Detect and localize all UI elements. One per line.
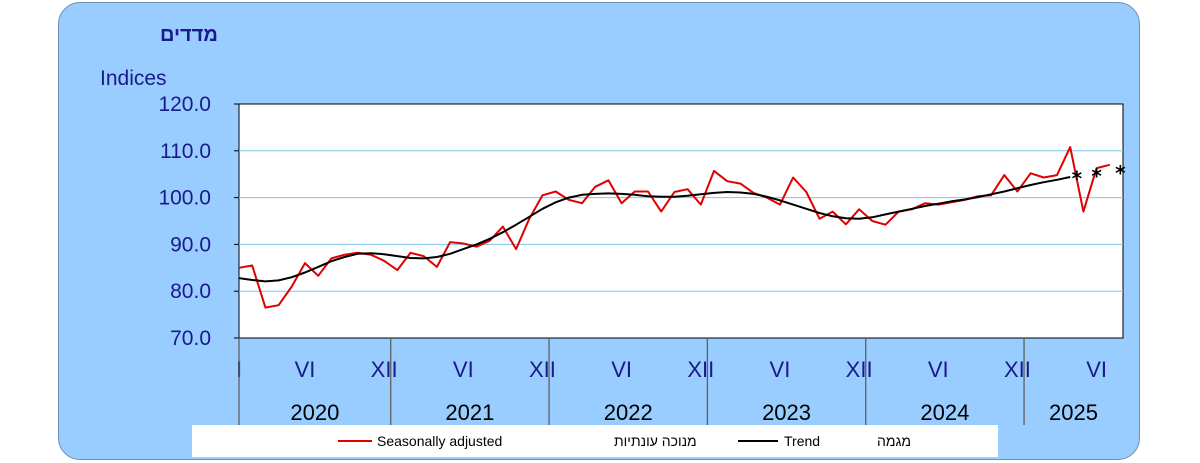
legend-label-trend-he: מגמה: [877, 433, 911, 449]
trend-provisional-mark: ⁎: [1091, 160, 1102, 182]
x-tick-label: XII: [529, 357, 556, 382]
year-label: 2023: [762, 400, 811, 425]
year-label: 2020: [290, 400, 339, 425]
legend-label-trend: Trend: [784, 433, 820, 449]
x-tick-label: XII: [687, 357, 714, 382]
x-tick-label: VI: [453, 357, 474, 382]
y-tick-label: 100.0: [158, 187, 211, 210]
year-label: 2022: [604, 400, 653, 425]
x-tick-label: VI: [611, 357, 632, 382]
x-tick-label: VI: [295, 357, 316, 382]
x-tick-label: VI: [1086, 357, 1107, 382]
year-label: 2021: [445, 400, 494, 425]
legend: Seasonally adjusted מנוכה עונתיות Trend …: [192, 425, 998, 457]
y-tick-label: 90.0: [170, 233, 211, 256]
x-tick-label: VI: [770, 357, 791, 382]
y-tick-label: 70.0: [170, 327, 211, 350]
legend-label-seasonally-adjusted: Seasonally adjusted: [377, 433, 502, 449]
series-line-trend: [238, 176, 1071, 283]
x-tick-label: VI: [928, 357, 949, 382]
legend-label-seasonally-adjusted-he: מנוכה עונתיות: [614, 433, 697, 449]
x-tick-label: XII: [846, 357, 873, 382]
y-tick-label: 80.0: [170, 280, 211, 303]
trend-provisional-mark: ⁎: [1072, 163, 1083, 185]
legend-box: [192, 425, 998, 457]
y-tick-label: 120.0: [158, 93, 211, 116]
year-label: 2025: [1049, 400, 1098, 425]
trend-provisional-mark: ⁎: [1115, 158, 1126, 180]
y-axis-label: Indices: [100, 67, 167, 90]
year-label: 2024: [920, 400, 969, 425]
plot-area: [238, 103, 1124, 339]
x-tick-label: XII: [1004, 357, 1031, 382]
hebrew-title: מדדים: [160, 24, 218, 46]
x-tick-label: XII: [371, 357, 398, 382]
y-tick-label: 110.0: [160, 140, 211, 163]
